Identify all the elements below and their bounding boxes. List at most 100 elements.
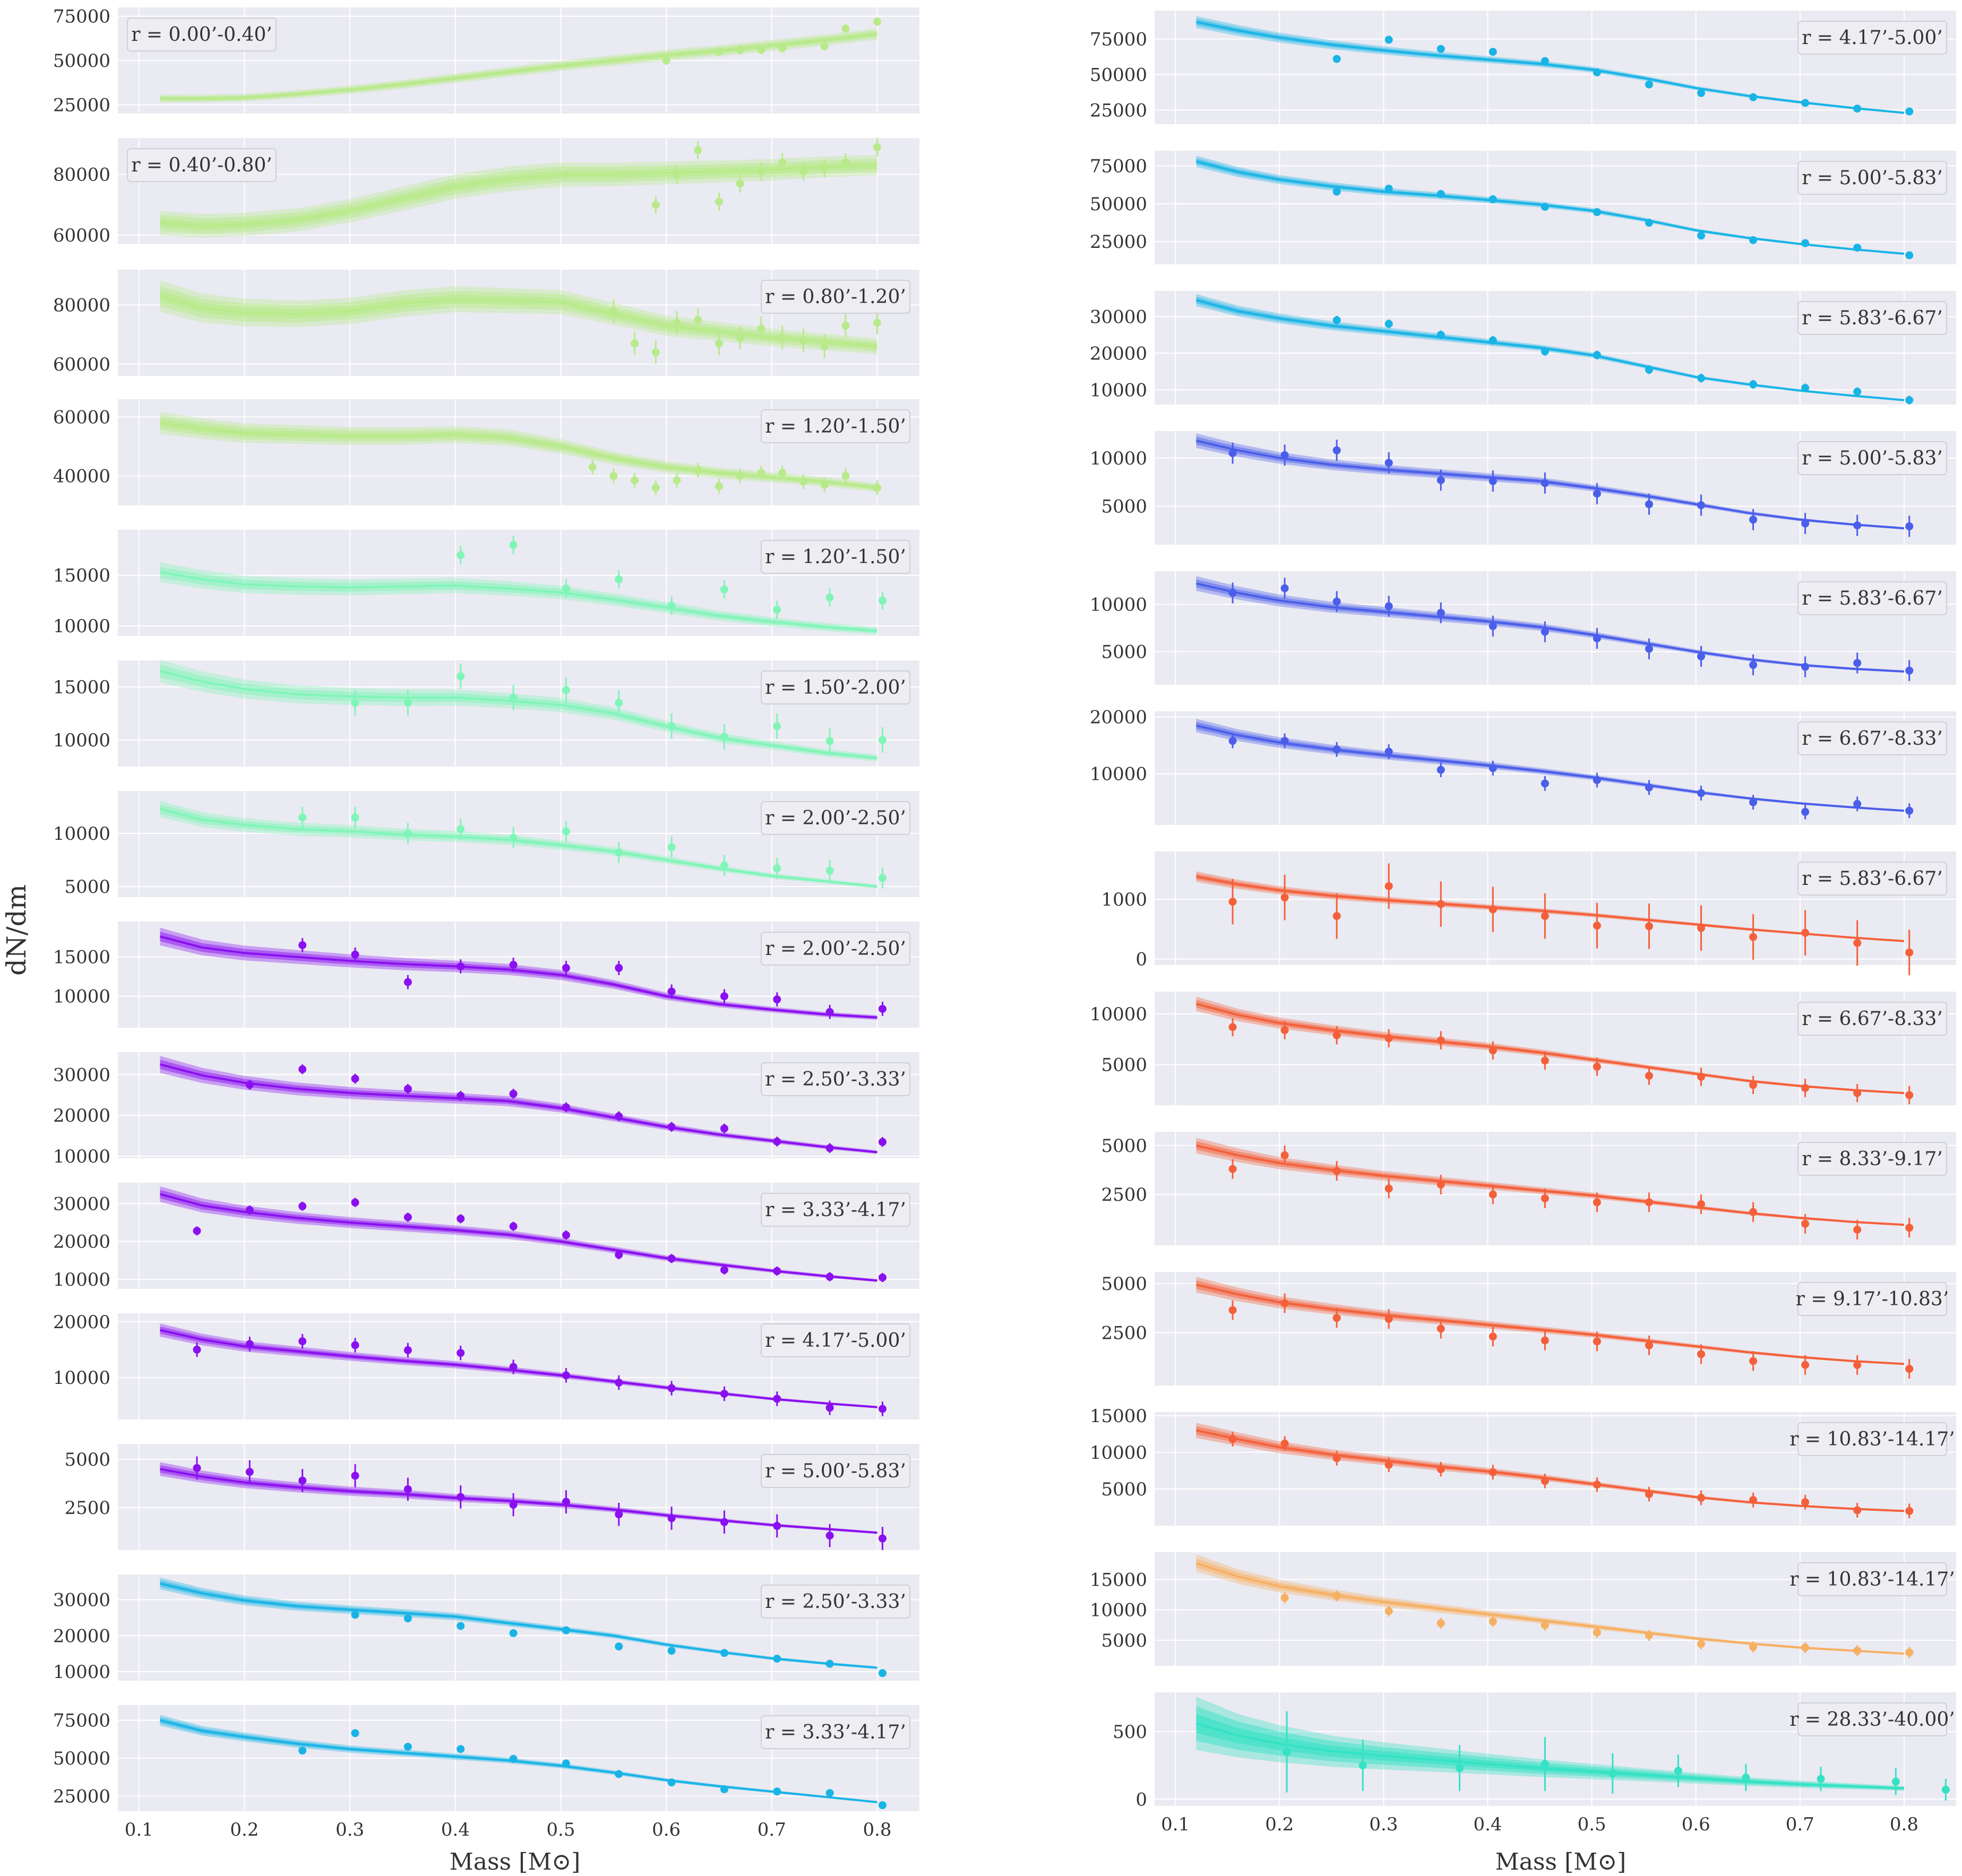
data-point xyxy=(1593,1337,1601,1346)
data-point xyxy=(1905,666,1914,675)
data-point xyxy=(1541,912,1549,920)
data-point xyxy=(457,1091,465,1100)
data-point xyxy=(1749,933,1758,941)
legend-label: r = 8.33’-9.17’ xyxy=(1802,1148,1943,1170)
y-tick-label: 15000 xyxy=(53,677,110,698)
data-point xyxy=(1801,1498,1810,1507)
data-point xyxy=(773,605,781,614)
data-point xyxy=(878,596,887,605)
data-point xyxy=(509,541,518,549)
data-point xyxy=(667,987,676,996)
data-point xyxy=(1645,80,1653,89)
y-tick-label: 5000 xyxy=(1101,1630,1147,1651)
data-point xyxy=(1645,644,1653,653)
data-point xyxy=(878,1534,887,1543)
y-tick-label: 50000 xyxy=(1090,64,1147,85)
data-point xyxy=(1697,1200,1706,1209)
data-point xyxy=(1541,1621,1549,1629)
y-tick-label: 60000 xyxy=(53,354,110,375)
data-point xyxy=(715,47,723,56)
data-point xyxy=(720,1518,728,1526)
data-point xyxy=(509,1363,518,1371)
data-point xyxy=(1905,396,1914,405)
data-point xyxy=(1801,662,1810,671)
data-point xyxy=(1384,1184,1393,1193)
y-tick-label: 25000 xyxy=(1090,231,1147,253)
data-point xyxy=(1853,1646,1862,1655)
y-tick-label: 2500 xyxy=(1101,1322,1147,1344)
data-point xyxy=(403,1085,412,1093)
data-point xyxy=(1593,776,1601,784)
data-point xyxy=(403,1614,412,1623)
data-point xyxy=(1280,1299,1289,1307)
y-tick-label: 20000 xyxy=(1090,707,1147,728)
y-tick-label: 10000 xyxy=(53,986,110,1008)
data-point xyxy=(298,813,307,822)
data-point xyxy=(1436,900,1445,908)
data-point xyxy=(615,575,623,583)
data-point xyxy=(825,1404,834,1412)
model-band xyxy=(160,286,877,351)
data-point xyxy=(1645,365,1653,374)
data-point xyxy=(562,1759,570,1768)
y-tick-label: 20000 xyxy=(53,1105,110,1126)
y-tick-label: 10000 xyxy=(53,1367,110,1389)
data-point xyxy=(1749,515,1758,524)
legend-label: r = 2.00’-2.50’ xyxy=(765,807,906,829)
data-point xyxy=(773,722,781,730)
y-tick-label: 5000 xyxy=(1101,1273,1147,1295)
y-tick-label: 50000 xyxy=(53,1748,110,1769)
model-line xyxy=(1195,1722,1904,1789)
x-tick-label: 0.8 xyxy=(1890,1814,1918,1835)
data-point xyxy=(825,1008,834,1016)
model-line xyxy=(160,421,877,489)
model-line xyxy=(160,1719,877,1803)
data-point xyxy=(820,342,829,350)
y-tick-label: 0 xyxy=(1135,1789,1147,1810)
data-point xyxy=(1853,659,1862,667)
data-point xyxy=(1645,1072,1653,1080)
model-line xyxy=(1195,21,1905,114)
data-point xyxy=(609,471,618,480)
data-point xyxy=(1905,1224,1914,1232)
legend-box xyxy=(1797,161,1947,195)
data-point xyxy=(667,601,676,610)
data-point xyxy=(1541,1336,1549,1345)
data-point xyxy=(1905,107,1914,116)
data-point xyxy=(667,722,676,730)
data-point xyxy=(841,158,850,167)
data-point xyxy=(736,471,744,480)
data-point xyxy=(694,315,702,324)
data-point xyxy=(1697,1073,1706,1081)
data-point xyxy=(773,1137,781,1146)
data-point xyxy=(667,843,676,851)
data-point xyxy=(1436,1036,1445,1045)
data-point xyxy=(509,1089,518,1098)
data-point xyxy=(720,585,728,593)
data-point xyxy=(799,167,807,176)
data-point xyxy=(1645,219,1653,227)
y-tick-label: 30000 xyxy=(53,1064,110,1086)
data-point xyxy=(757,167,765,176)
data-point xyxy=(1853,1361,1862,1369)
data-point xyxy=(1228,1023,1237,1031)
data-point xyxy=(778,333,787,342)
data-point xyxy=(841,322,850,330)
legend-box xyxy=(761,1193,910,1227)
model-line xyxy=(1195,1002,1905,1095)
legend-box xyxy=(1797,1142,1947,1176)
x-tick-label: 0.6 xyxy=(652,1819,681,1840)
x-tick-label: 0.1 xyxy=(125,1819,153,1840)
data-point xyxy=(1541,347,1549,356)
y-tick-label: 10000 xyxy=(1090,594,1147,615)
data-point xyxy=(773,1655,781,1663)
data-point xyxy=(403,978,412,986)
legend-box xyxy=(1797,21,1947,55)
data-point xyxy=(1674,1767,1682,1775)
data-point xyxy=(715,482,723,490)
y-tick-label: 60000 xyxy=(53,225,110,246)
data-point xyxy=(1697,652,1706,660)
data-point xyxy=(1488,477,1497,485)
legend-label: r = 5.83’-6.67’ xyxy=(1802,307,1943,329)
